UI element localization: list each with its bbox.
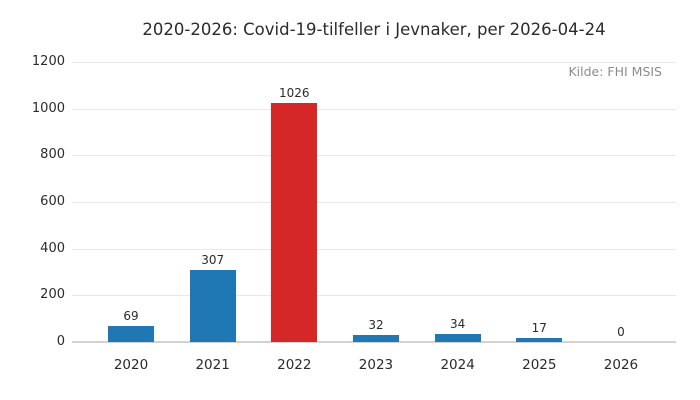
gridline-400 [72, 248, 676, 250]
y-tick-label-1200: 1200 [31, 54, 65, 69]
bar-value-label-2020: 69 [123, 308, 139, 323]
gridline-800 [72, 155, 676, 157]
bar-2022 [271, 102, 318, 342]
chart-title: 2020-2026: Covid-19-tilfeller i Jevnaker… [142, 20, 606, 39]
x-tick-label-2026: 2026 [603, 357, 639, 373]
plot-area: 69 307 1026 32 34 17 0 Kilde: FHI MSIS [72, 62, 676, 343]
x-tick-label-2021: 2021 [195, 357, 230, 373]
gridline-1200 [72, 62, 676, 63]
bar-value-label-2024: 34 [449, 317, 466, 332]
bar-2021 [189, 270, 236, 342]
bar-2023 [352, 334, 399, 342]
gridline-200 [72, 295, 676, 297]
x-tick-label-2020: 2020 [113, 357, 149, 373]
bar-value-label-2023: 32 [368, 317, 384, 332]
y-tick-label-600: 600 [40, 194, 65, 209]
source-annotation: Kilde: FHI MSIS [568, 64, 662, 79]
bar-2020 [108, 325, 154, 342]
x-tick-label-2024: 2024 [440, 357, 475, 373]
y-tick-label-1000: 1000 [31, 100, 65, 116]
bar-value-label-2025: 17 [531, 321, 547, 336]
bar-2024 [434, 334, 481, 342]
x-tick-label-2025: 2025 [522, 357, 557, 373]
y-tick-label-0: 0 [56, 334, 65, 349]
x-tick-label-2022: 2022 [277, 357, 312, 373]
gridline-600 [72, 202, 676, 203]
bar-value-label-2026: 0 [617, 325, 625, 339]
x-tick-label-2023: 2023 [358, 357, 394, 373]
y-tick-label-800: 800 [40, 147, 65, 163]
x-axis-baseline [72, 341, 676, 343]
bar-2025 [516, 338, 563, 342]
gridline-1000 [72, 108, 676, 110]
y-tick-label-200: 200 [40, 287, 65, 303]
bar-value-label-2021: 307 [201, 253, 225, 268]
y-tick-label-400: 400 [40, 240, 65, 256]
bar-value-label-2022: 1026 [279, 85, 310, 100]
